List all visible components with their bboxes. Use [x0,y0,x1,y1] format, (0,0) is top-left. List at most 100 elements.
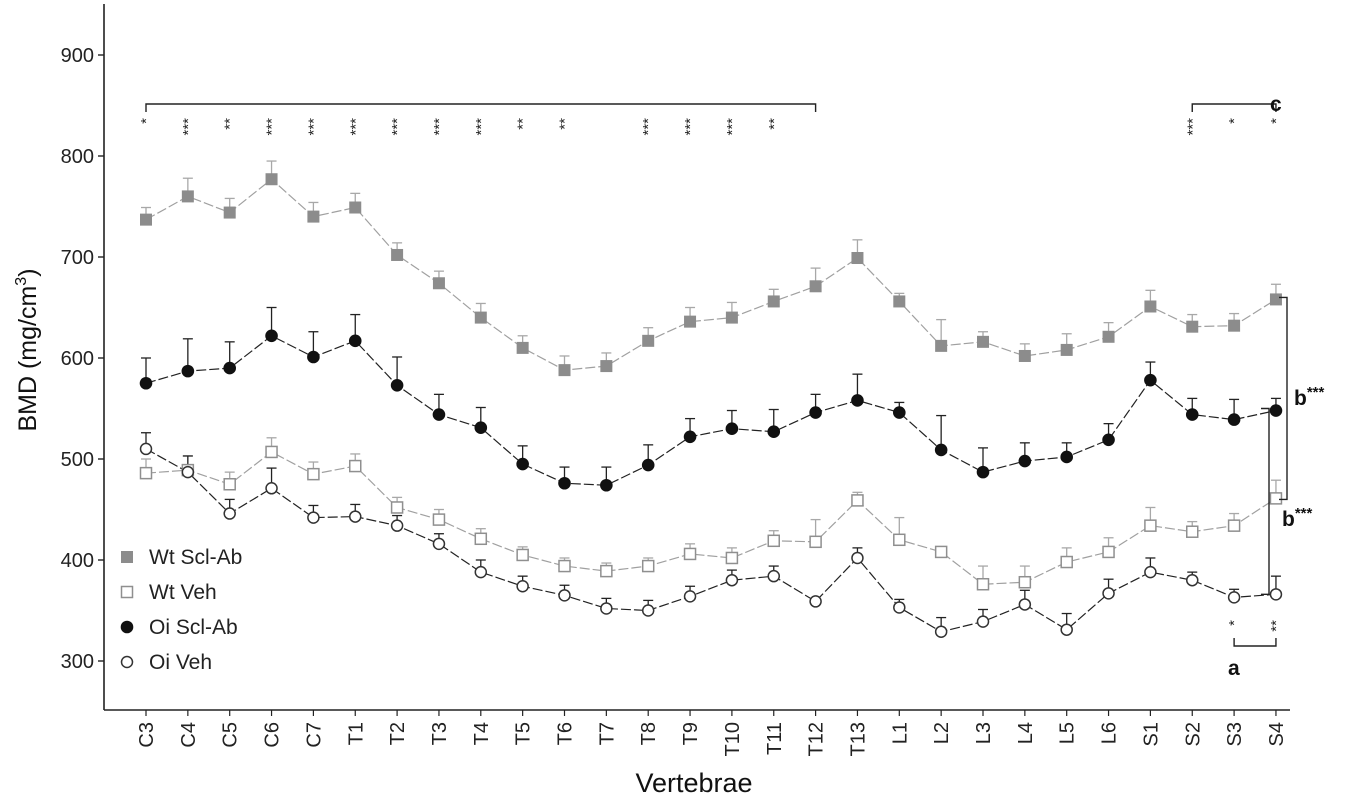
significance-stars: ** [766,118,783,130]
x-tick-label: S2 [1182,722,1204,746]
x-tick-label: L2 [931,722,953,744]
data-point-marker [1269,404,1283,417]
x-tick-label: T9 [680,722,702,745]
data-point-marker [265,482,278,495]
y-tick-label: 300 [61,651,94,673]
data-point-marker [516,341,529,354]
x-tick-label: S3 [1224,722,1246,746]
data-point-marker [432,277,445,290]
data-point-marker [851,394,864,407]
data-point-marker [767,295,780,308]
significance-bracket [1191,103,1277,112]
data-point-marker [265,173,278,186]
data-point-marker [1228,319,1241,332]
data-point-marker [348,334,362,348]
significance-stars: *** [431,118,448,136]
data-point-marker [558,589,571,602]
significance-stars: * [1268,118,1285,124]
data-point-marker [390,378,404,392]
data-point-marker [139,466,153,480]
significance-stars: * [1226,118,1243,124]
y-tick-label: 800 [61,146,94,168]
data-point-marker [851,494,864,507]
legend-label: Wt Scl-Ab [149,546,242,569]
x-tick-label: L6 [1099,722,1121,744]
data-point-marker [893,295,906,308]
x-tick-label: T6 [555,722,577,745]
data-point-marker [558,364,571,377]
significance-stars: *** [724,118,741,136]
data-point-marker [516,580,529,593]
x-tick-label: T8 [638,722,660,745]
data-point-marker [976,577,990,591]
significance-bracket [145,103,817,112]
data-point-marker [809,535,822,549]
data-point-marker [600,564,613,578]
series-markers [139,173,1283,638]
x-tick-label: C6 [262,722,284,748]
significance-stars: *** [389,118,406,136]
data-point-marker [976,615,990,628]
data-point-marker [349,201,362,214]
x-tick-label: T11 [764,722,786,755]
significance-stars: *** [473,118,490,136]
data-point-marker [1060,623,1073,636]
x-tick-label: T2 [387,722,409,745]
data-point-marker [767,569,780,583]
data-point-marker [391,248,404,261]
data-point-marker [893,533,906,547]
data-point-marker [725,573,739,587]
data-point-marker [809,406,822,419]
data-point-marker [1018,349,1031,362]
data-point-marker [121,551,133,563]
data-point-marker [1060,555,1073,569]
data-point-marker [934,443,948,457]
x-tick-label: C4 [178,722,200,748]
x-tick-label: T12 [806,722,828,756]
data-point-marker [120,620,134,634]
data-point-marker [641,559,655,573]
data-point-marker [809,595,822,608]
significance-stars: *** [180,118,197,136]
significance-stars: * [138,118,155,124]
x-tick-label: T4 [471,722,493,745]
data-point-marker [1102,330,1115,343]
data-point-marker [641,604,655,617]
data-point-marker [223,478,236,491]
data-point-marker [558,559,571,573]
y-axis-label: BMD (mg/cm3) [13,268,42,431]
data-point-marker [1144,519,1157,532]
data-point-marker [767,425,781,439]
data-point-marker [474,421,488,434]
significance-stars: ** [1268,620,1285,632]
significance-bracket [1279,296,1288,501]
data-point-marker [851,252,864,265]
significance-stars: ** [515,118,532,130]
data-point-marker [1185,408,1199,421]
significance-stars: *** [264,118,281,136]
x-tick-label: T13 [847,722,869,756]
data-point-marker [1144,373,1157,387]
data-point-marker [1186,320,1199,333]
significance-label-a: a [1228,657,1240,680]
significance-bracket [1233,638,1277,647]
axes: 300 400 500 600 700 800 900 C3 C4 C5 C6 C7 T1 T2 T3 T4 T… [61,4,1290,756]
data-point-marker [223,507,236,520]
data-point-marker [432,408,446,421]
data-point-marker [683,430,697,444]
data-point-marker [120,585,134,599]
data-point-marker [1060,343,1073,356]
significance-stars: ** [222,118,239,130]
data-point-marker [265,329,278,343]
significance-stars: * [1226,620,1243,626]
data-point-marker [893,406,906,419]
x-tick-label: T5 [513,722,535,745]
significance-stars: *** [640,118,657,136]
error-bars [141,160,1281,632]
data-point-marker [1269,588,1283,601]
y-tick-label: 400 [61,550,94,572]
y-tick-label: 700 [61,247,94,269]
significance-stars: *** [347,118,364,136]
